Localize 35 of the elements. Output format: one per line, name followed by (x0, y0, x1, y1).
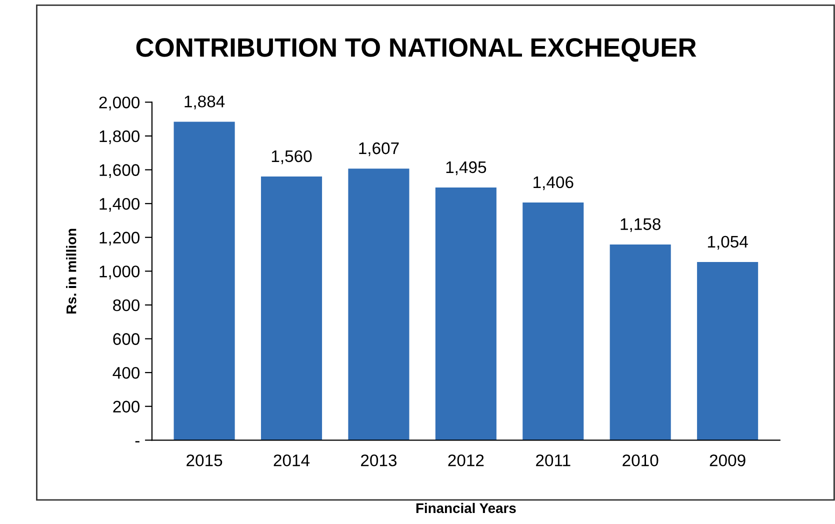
bar (522, 202, 584, 440)
chart-title: CONTRIBUTION TO NATIONAL EXCHEQUER (136, 38, 696, 62)
x-tick-label: 2010 (622, 454, 658, 466)
y-axis-title: Rs. in million (66, 228, 76, 314)
y-tick-label: 1,600 (100, 164, 140, 178)
data-label: 1,054 (708, 236, 748, 250)
y-tick-label: 1,200 (100, 232, 140, 246)
y-tick-label: 200 (113, 400, 140, 413)
y-tick-label: 1,400 (100, 198, 140, 212)
x-tick-label: 2012 (448, 454, 484, 466)
data-label: 1,884 (184, 96, 225, 110)
x-tick-label: 2011 (536, 454, 570, 466)
bar (697, 262, 758, 440)
x-tick-label: 2009 (710, 454, 746, 466)
y-tick-label: 600 (113, 333, 140, 345)
y-tick-label: 1,800 (100, 130, 140, 144)
x-tick-label: 2013 (361, 454, 397, 466)
y-tick-label: 800 (113, 299, 140, 312)
bar (174, 122, 235, 440)
bar (435, 188, 496, 440)
y-tick-label: 2,000 (99, 96, 140, 110)
x-axis-title: Financial Years (416, 502, 516, 514)
data-label: 1,495 (446, 161, 486, 176)
y-tick-label: - (135, 441, 140, 442)
data-label: 1,607 (359, 142, 399, 156)
x-tick-label: 2015 (186, 454, 222, 466)
y-tick-label: 400 (112, 366, 140, 379)
data-label: 1,560 (272, 150, 312, 164)
data-label: 1,158 (620, 218, 660, 232)
data-label: 1,406 (534, 176, 574, 190)
bar (260, 176, 322, 440)
y-tick-label: 1,000 (100, 266, 140, 280)
x-tick-label: 2014 (274, 454, 310, 466)
bar (610, 244, 671, 440)
bar (348, 168, 410, 440)
